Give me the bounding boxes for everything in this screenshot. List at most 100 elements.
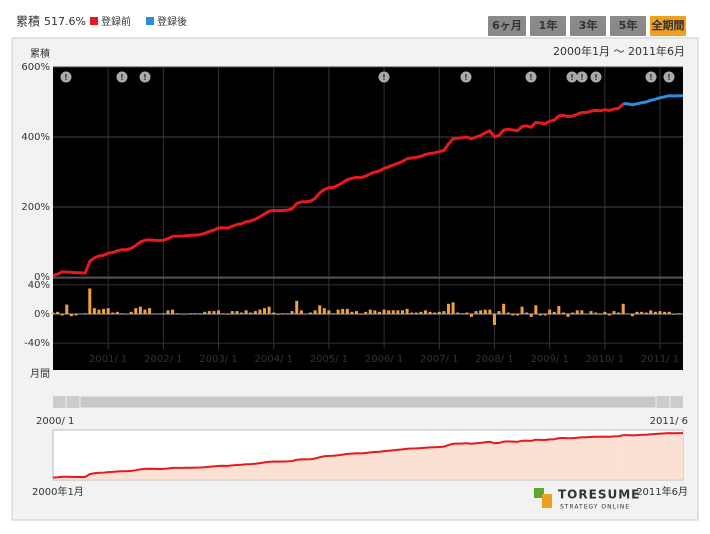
legend-swatch: [146, 17, 154, 25]
bar: [189, 313, 193, 314]
bar: [368, 309, 372, 314]
x-tick-label: 2001/ 1: [89, 354, 127, 365]
bar: [396, 310, 400, 314]
bar: [511, 314, 515, 316]
y-tick-label: 200%: [21, 202, 50, 213]
range-button[interactable]: [610, 16, 646, 36]
scroll-prev[interactable]: [67, 396, 79, 408]
bar: [479, 310, 483, 314]
bar: [451, 302, 455, 314]
bar: [175, 313, 179, 314]
bar: [198, 313, 202, 314]
y-tick-label: 0%: [34, 272, 50, 283]
event-marker[interactable]: [590, 71, 602, 83]
range-button-label[interactable]: 1年: [539, 18, 558, 32]
navigator-end: 2011/ 6: [650, 416, 688, 427]
bar: [534, 305, 538, 314]
event-marker[interactable]: [525, 71, 537, 83]
range-button[interactable]: [530, 16, 566, 36]
bar: [313, 310, 317, 314]
bar: [488, 309, 492, 314]
range-button-label[interactable]: 3年: [579, 18, 598, 32]
bar: [497, 311, 501, 314]
bar: [295, 300, 299, 314]
bar: [437, 311, 441, 314]
y-tick-label: 40%: [28, 280, 50, 291]
scroll-first[interactable]: [53, 396, 65, 408]
header-label: 累積: [16, 14, 40, 29]
bar: [350, 311, 354, 314]
bar: [138, 306, 142, 314]
navigator-start: 2000/ 1: [36, 416, 74, 427]
range-button[interactable]: [650, 16, 686, 36]
scroll-next[interactable]: [657, 396, 669, 408]
bar: [111, 312, 115, 314]
line: [623, 94, 684, 107]
bar: [221, 313, 225, 314]
event-marker[interactable]: [139, 71, 151, 83]
navigator-line: [623, 432, 683, 437]
event-marker[interactable]: [576, 71, 588, 83]
bar: [419, 311, 423, 314]
event-marker-icon: !: [570, 73, 574, 82]
bar: [575, 310, 579, 314]
bar: [56, 311, 60, 314]
bar: [483, 309, 487, 314]
event-marker[interactable]: [566, 71, 578, 83]
legend-label: 登録後: [157, 15, 187, 28]
bar: [653, 311, 657, 314]
event-marker[interactable]: [645, 71, 657, 83]
range-button-label[interactable]: 6ヶ月: [492, 19, 522, 32]
bar: [621, 303, 625, 314]
x-tick-label: 2003/ 1: [199, 354, 237, 365]
x-tick-label: 2005/ 1: [310, 354, 348, 365]
bar: [309, 312, 313, 314]
bar: [414, 312, 418, 314]
event-marker[interactable]: [378, 71, 390, 83]
bar: [373, 310, 377, 314]
bar: [276, 314, 280, 315]
bar: [230, 311, 234, 314]
scroll-thumb[interactable]: [81, 397, 655, 407]
range-button-label[interactable]: 全期間: [651, 18, 685, 32]
line: [52, 102, 625, 277]
bar: [364, 311, 368, 314]
range-button[interactable]: [488, 16, 526, 36]
bar: [387, 310, 391, 314]
bar: [92, 308, 96, 314]
bar: [161, 313, 165, 314]
bar: [88, 288, 92, 314]
bar: [332, 313, 336, 314]
bar: [97, 309, 101, 314]
logo-name: TORESUME: [558, 488, 640, 502]
bar: [253, 311, 257, 314]
bar: [442, 311, 446, 314]
bar: [166, 310, 170, 314]
navigator-start-date: 2000年1月: [32, 485, 84, 498]
bar: [580, 310, 584, 314]
y-tick-label: 400%: [21, 132, 50, 143]
bar: [359, 314, 363, 315]
scroll-last[interactable]: [671, 396, 683, 408]
event-marker[interactable]: [460, 71, 472, 83]
bar: [74, 314, 78, 316]
navigator-line: [52, 434, 624, 479]
range-button[interactable]: [570, 16, 606, 36]
bar: [667, 311, 671, 314]
bar: [299, 310, 303, 314]
bar: [640, 311, 644, 314]
event-marker[interactable]: [60, 71, 72, 83]
bar: [267, 306, 271, 314]
event-marker[interactable]: [663, 71, 675, 83]
bar: [433, 312, 437, 314]
bar: [286, 313, 290, 314]
event-marker[interactable]: [116, 71, 128, 83]
bar: [658, 311, 662, 314]
x-tick-label: 2011/ 1: [641, 354, 679, 365]
bar: [318, 305, 322, 314]
bar: [525, 312, 529, 314]
bar: [594, 312, 598, 314]
event-marker-icon: !: [64, 73, 68, 82]
event-marker-icon: !: [667, 73, 671, 82]
range-button-label[interactable]: 5年: [619, 18, 638, 32]
